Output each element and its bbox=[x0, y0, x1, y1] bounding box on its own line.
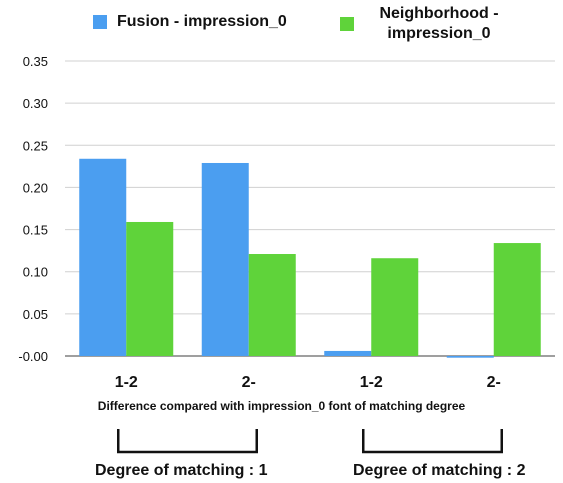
bar-fusion-2 bbox=[324, 350, 372, 356]
x-axis-title: Difference compared with impression_0 fo… bbox=[97, 399, 466, 413]
legend-label-neighborhood: Neighborhood - impression_0 bbox=[364, 4, 514, 44]
group-label-matching-1: Degree of matching : 1 bbox=[95, 462, 268, 479]
legend-swatch-neighborhood bbox=[340, 17, 354, 31]
y-tick-label: 0.25 bbox=[23, 138, 48, 153]
y-tick-label: 0.20 bbox=[23, 180, 48, 195]
y-tick-label: -0.00 bbox=[18, 349, 48, 364]
group-bracket-2 bbox=[362, 429, 503, 454]
bar-fusion-1 bbox=[201, 162, 249, 356]
y-tick-label: 0.15 bbox=[23, 223, 48, 238]
legend: Fusion - impression_0 Neighborhood - imp… bbox=[0, 0, 563, 60]
y-tick-label: 0.10 bbox=[23, 265, 48, 280]
bar-fusion-0 bbox=[79, 158, 127, 356]
bar-neighborhood-3 bbox=[493, 243, 541, 356]
group-label-matching-2: Degree of matching : 2 bbox=[353, 462, 526, 479]
x-tick-label: 2- bbox=[487, 374, 501, 391]
y-tick-label: 0.35 bbox=[23, 54, 48, 69]
bar-neighborhood-1 bbox=[248, 254, 296, 356]
bar-neighborhood-0 bbox=[126, 221, 174, 356]
bar-fusion-3 bbox=[446, 356, 494, 358]
legend-swatch-fusion bbox=[93, 15, 107, 29]
y-tick-label: 0.05 bbox=[23, 307, 48, 322]
legend-item-fusion: Fusion - impression_0 bbox=[93, 12, 287, 32]
group-bracket-1 bbox=[117, 429, 258, 454]
y-tick-label: 0.30 bbox=[23, 96, 48, 111]
x-tick-label: 1-2 bbox=[115, 374, 138, 391]
legend-label-neighborhood-line1: Neighborhood - bbox=[379, 5, 499, 22]
legend-label-neighborhood-line2: impression_0 bbox=[387, 25, 491, 42]
legend-item-neighborhood: Neighborhood - impression_0 bbox=[340, 4, 514, 44]
x-tick-label: 1-2 bbox=[360, 374, 383, 391]
bar-neighborhood-2 bbox=[371, 258, 419, 356]
legend-label-fusion: Fusion - impression_0 bbox=[117, 13, 287, 30]
x-tick-label: 2- bbox=[242, 374, 256, 391]
